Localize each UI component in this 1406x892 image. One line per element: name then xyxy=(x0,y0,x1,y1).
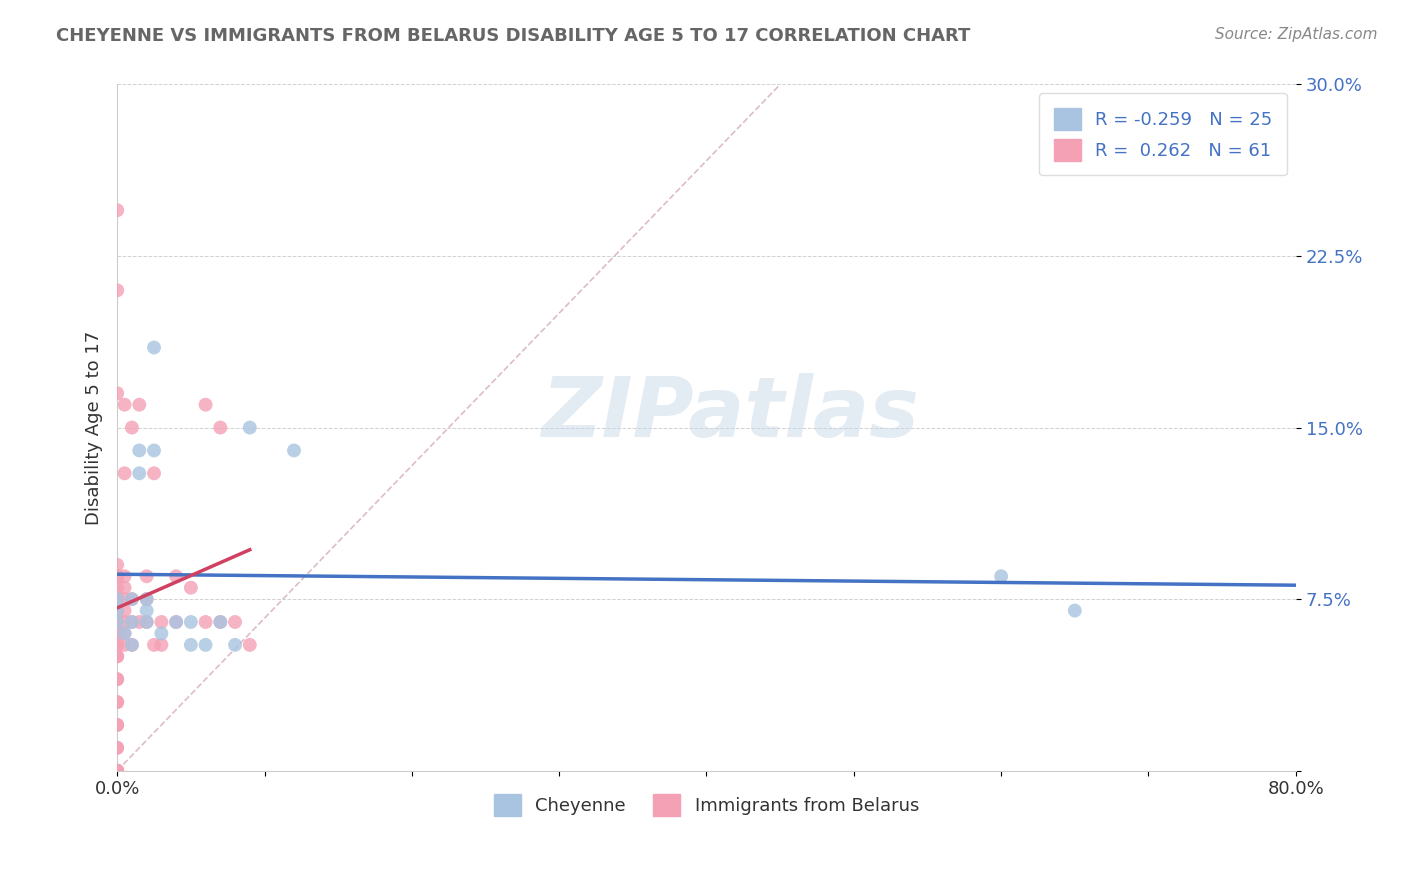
Point xyxy=(180,638,202,652)
Point xyxy=(209,420,232,434)
Point xyxy=(105,203,128,218)
Point xyxy=(114,467,136,481)
Point xyxy=(114,581,136,595)
Point xyxy=(150,626,173,640)
Point xyxy=(105,569,128,583)
Point xyxy=(121,638,143,652)
Point xyxy=(105,740,128,755)
Point xyxy=(105,581,128,595)
Point xyxy=(114,398,136,412)
Point xyxy=(194,638,217,652)
Point xyxy=(105,592,128,607)
Point xyxy=(150,638,173,652)
Point xyxy=(105,638,128,652)
Point xyxy=(114,626,136,640)
Point xyxy=(105,672,128,686)
Point xyxy=(180,581,202,595)
Point xyxy=(114,638,136,652)
Legend: Cheyenne, Immigrants from Belarus: Cheyenne, Immigrants from Belarus xyxy=(486,787,927,823)
Point xyxy=(194,398,217,412)
Point xyxy=(105,626,128,640)
Point xyxy=(209,615,232,629)
Point xyxy=(239,420,262,434)
Point xyxy=(165,615,187,629)
Point xyxy=(114,569,136,583)
Point xyxy=(143,638,166,652)
Point xyxy=(105,638,128,652)
Text: CHEYENNE VS IMMIGRANTS FROM BELARUS DISABILITY AGE 5 TO 17 CORRELATION CHART: CHEYENNE VS IMMIGRANTS FROM BELARUS DISA… xyxy=(56,27,970,45)
Point xyxy=(105,615,128,629)
Point xyxy=(224,615,246,629)
Point xyxy=(105,386,128,401)
Point xyxy=(128,443,150,458)
Point xyxy=(135,569,157,583)
Point xyxy=(165,615,187,629)
Point xyxy=(114,615,136,629)
Point xyxy=(105,649,128,664)
Point xyxy=(194,615,217,629)
Point xyxy=(105,592,128,607)
Point xyxy=(165,569,187,583)
Point xyxy=(135,615,157,629)
Point xyxy=(105,603,128,617)
Point xyxy=(105,569,128,583)
Point xyxy=(105,615,128,629)
Point xyxy=(128,615,150,629)
Point xyxy=(143,443,166,458)
Point xyxy=(150,615,173,629)
Point xyxy=(105,764,128,778)
Point xyxy=(121,420,143,434)
Point xyxy=(105,615,128,629)
Point xyxy=(283,443,305,458)
Point xyxy=(143,341,166,355)
Point xyxy=(105,626,128,640)
Point xyxy=(121,592,143,607)
Point xyxy=(114,603,136,617)
Point xyxy=(121,638,143,652)
Point xyxy=(105,649,128,664)
Point xyxy=(105,603,128,617)
Point xyxy=(105,603,128,617)
Point xyxy=(105,695,128,709)
Point xyxy=(990,569,1012,583)
Point xyxy=(105,283,128,297)
Point xyxy=(128,398,150,412)
Point xyxy=(224,638,246,652)
Point xyxy=(128,467,150,481)
Text: Source: ZipAtlas.com: Source: ZipAtlas.com xyxy=(1215,27,1378,42)
Point xyxy=(135,592,157,607)
Point xyxy=(105,718,128,732)
Point xyxy=(135,615,157,629)
Point xyxy=(180,615,202,629)
Point xyxy=(105,672,128,686)
Point xyxy=(105,718,128,732)
Point xyxy=(105,764,128,778)
Point xyxy=(209,615,232,629)
Point xyxy=(105,592,128,607)
Point xyxy=(135,603,157,617)
Point xyxy=(121,615,143,629)
Point xyxy=(1063,603,1085,617)
Text: ZIPatlas: ZIPatlas xyxy=(541,374,920,454)
Point xyxy=(114,626,136,640)
Point xyxy=(239,638,262,652)
Point xyxy=(114,592,136,607)
Point xyxy=(143,467,166,481)
Y-axis label: Disability Age 5 to 17: Disability Age 5 to 17 xyxy=(86,330,103,524)
Point xyxy=(135,592,157,607)
Point xyxy=(105,558,128,572)
Point xyxy=(105,740,128,755)
Point xyxy=(121,615,143,629)
Point xyxy=(105,764,128,778)
Point xyxy=(121,592,143,607)
Point xyxy=(105,695,128,709)
